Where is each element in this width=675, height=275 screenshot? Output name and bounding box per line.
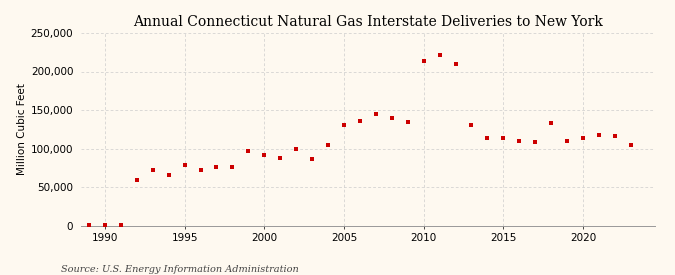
Point (211, 165, 222, 169)
Point (323, 142, 333, 147)
Point (386, 116, 397, 120)
Point (530, 140, 541, 145)
Point (498, 136, 509, 141)
Y-axis label: Million Cubic Feet: Million Cubic Feet (17, 83, 26, 175)
Point (546, 121, 557, 125)
Point (179, 163, 190, 167)
Point (163, 172, 174, 177)
Point (610, 134, 620, 138)
Point (243, 148, 254, 153)
Point (259, 152, 270, 157)
Point (482, 136, 493, 141)
Point (562, 139, 572, 143)
Point (626, 142, 637, 147)
Point (306, 156, 317, 161)
Point (99, 223, 110, 227)
Point (418, 59, 429, 64)
Point (514, 139, 524, 143)
Point (291, 146, 302, 151)
Point (450, 62, 461, 66)
Point (195, 168, 206, 172)
Point (147, 168, 158, 172)
Point (354, 119, 365, 123)
Point (275, 156, 286, 160)
Point (593, 133, 604, 137)
Point (466, 123, 477, 128)
Point (434, 52, 445, 57)
Text: Source: U.S. Energy Information Administration: Source: U.S. Energy Information Administ… (61, 265, 298, 274)
Point (132, 178, 142, 182)
Point (578, 136, 589, 141)
Point (402, 119, 413, 124)
Title: Annual Connecticut Natural Gas Interstate Deliveries to New York: Annual Connecticut Natural Gas Interstat… (133, 15, 603, 29)
Point (371, 112, 381, 116)
Point (115, 223, 126, 227)
Point (84, 223, 95, 227)
Point (339, 123, 350, 128)
Point (227, 165, 238, 169)
